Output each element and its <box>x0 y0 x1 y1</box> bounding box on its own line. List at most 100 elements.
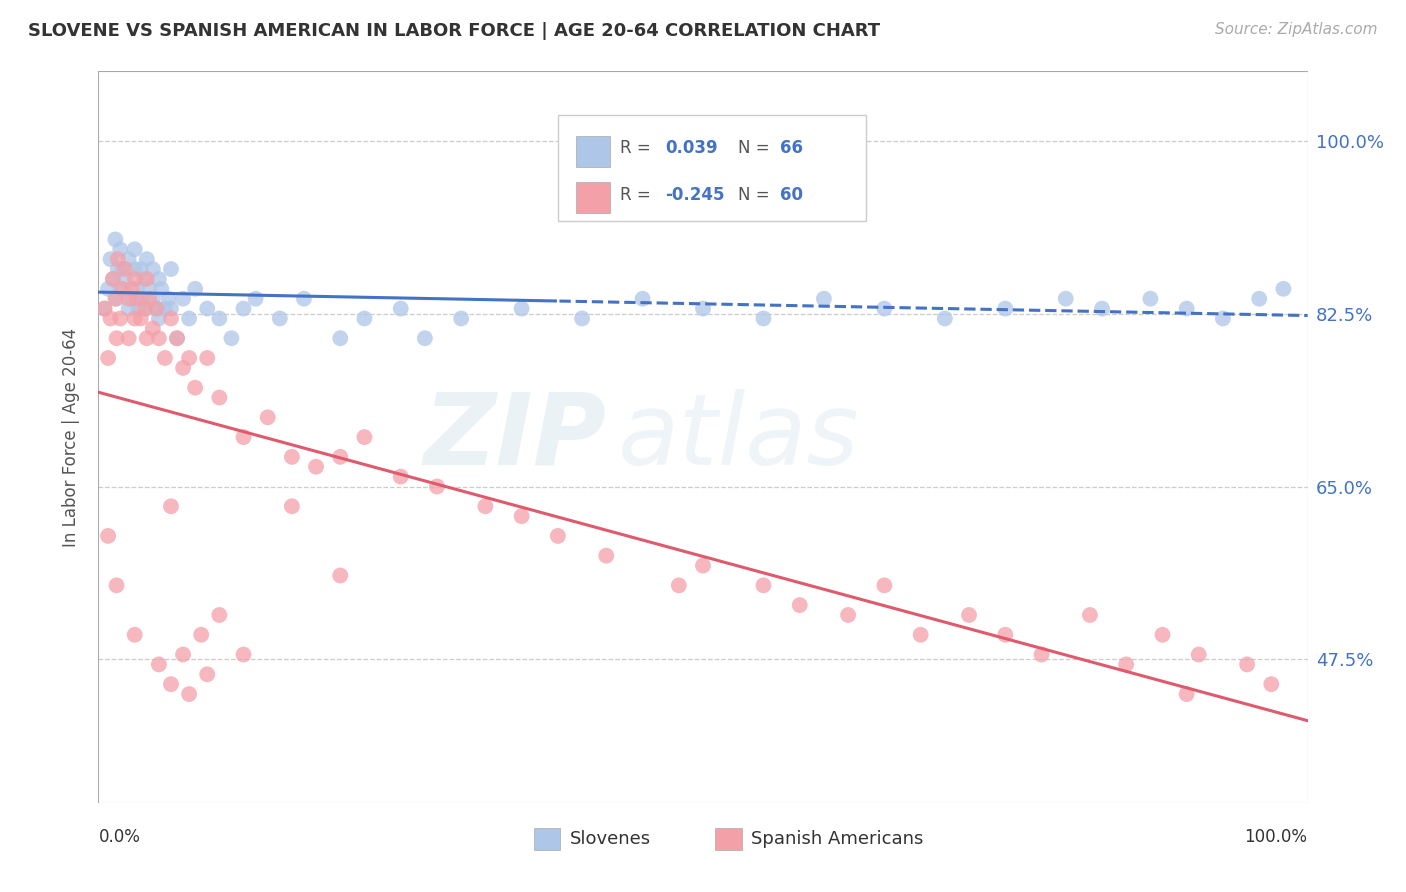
Text: N =: N = <box>738 139 775 157</box>
Point <box>124 262 146 277</box>
Point <box>413 331 436 345</box>
Point <box>93 301 115 316</box>
Point <box>124 272 146 286</box>
Point <box>208 311 231 326</box>
Point <box>142 292 165 306</box>
Point <box>100 311 122 326</box>
Point <box>105 578 128 592</box>
Point <box>668 578 690 592</box>
Text: 0.0%: 0.0% <box>98 829 141 847</box>
Text: atlas: atlas <box>619 389 860 485</box>
Y-axis label: In Labor Force | Age 20-64: In Labor Force | Age 20-64 <box>62 327 80 547</box>
Point <box>108 242 131 256</box>
Point <box>329 331 352 345</box>
Point <box>873 578 896 592</box>
Text: N =: N = <box>738 186 775 203</box>
Point <box>1260 677 1282 691</box>
Point <box>160 301 183 316</box>
Bar <box>534 829 561 850</box>
Point <box>1054 292 1077 306</box>
Point <box>1152 628 1174 642</box>
Point <box>108 311 131 326</box>
Point <box>166 331 188 345</box>
Point <box>450 311 472 326</box>
Point <box>208 607 231 622</box>
Point <box>329 568 352 582</box>
Point <box>195 351 218 365</box>
Text: 66: 66 <box>780 139 803 157</box>
Bar <box>576 136 610 167</box>
Text: R =: R = <box>620 186 655 203</box>
Point <box>160 262 183 277</box>
Point <box>752 578 775 592</box>
Point <box>1175 687 1198 701</box>
Point <box>1031 648 1053 662</box>
Point <box>631 292 654 306</box>
Point <box>1236 657 1258 672</box>
Point <box>118 301 141 316</box>
Point <box>813 292 835 306</box>
Text: 100.0%: 100.0% <box>1244 829 1308 847</box>
Point <box>138 282 160 296</box>
Point <box>389 469 412 483</box>
Point <box>789 598 811 612</box>
Point <box>752 311 775 326</box>
Point <box>124 242 146 256</box>
Point <box>104 292 127 306</box>
Point <box>281 450 304 464</box>
Bar <box>576 182 610 213</box>
Text: 60: 60 <box>780 186 803 203</box>
Point <box>129 262 152 277</box>
Point <box>101 272 124 286</box>
FancyBboxPatch shape <box>558 115 866 221</box>
Text: 0.039: 0.039 <box>665 139 718 157</box>
Point <box>1212 311 1234 326</box>
Point <box>1091 301 1114 316</box>
Point <box>114 262 136 277</box>
Point <box>353 430 375 444</box>
Point <box>97 282 120 296</box>
Point <box>142 262 165 277</box>
Point <box>269 311 291 326</box>
Point <box>111 262 134 277</box>
Point <box>208 391 231 405</box>
Point <box>184 381 207 395</box>
Point <box>160 677 183 691</box>
Point <box>127 282 149 296</box>
Point <box>245 292 267 306</box>
Point <box>179 687 201 701</box>
Bar <box>716 829 742 850</box>
Point <box>101 272 124 286</box>
Point <box>389 301 412 316</box>
Point <box>135 252 157 267</box>
Point <box>121 292 143 306</box>
Point <box>135 331 157 345</box>
Point <box>121 282 143 296</box>
Point <box>837 607 859 622</box>
Point <box>129 311 152 326</box>
Point <box>135 301 157 316</box>
Point <box>172 292 194 306</box>
Point <box>153 301 176 316</box>
Point <box>127 292 149 306</box>
Point <box>305 459 328 474</box>
Point <box>184 282 207 296</box>
Point <box>118 292 141 306</box>
Point <box>195 667 218 681</box>
Point <box>107 262 129 277</box>
Point <box>148 331 170 345</box>
Point <box>93 301 115 316</box>
Point <box>157 292 180 306</box>
Point <box>1272 282 1295 296</box>
Text: ZIP: ZIP <box>423 389 606 485</box>
Point <box>195 301 218 316</box>
Point <box>692 558 714 573</box>
Point <box>595 549 617 563</box>
Point <box>474 500 496 514</box>
Point <box>145 301 167 316</box>
Point <box>873 301 896 316</box>
Point <box>256 410 278 425</box>
Point <box>172 360 194 375</box>
Point <box>131 292 153 306</box>
Point <box>160 500 183 514</box>
